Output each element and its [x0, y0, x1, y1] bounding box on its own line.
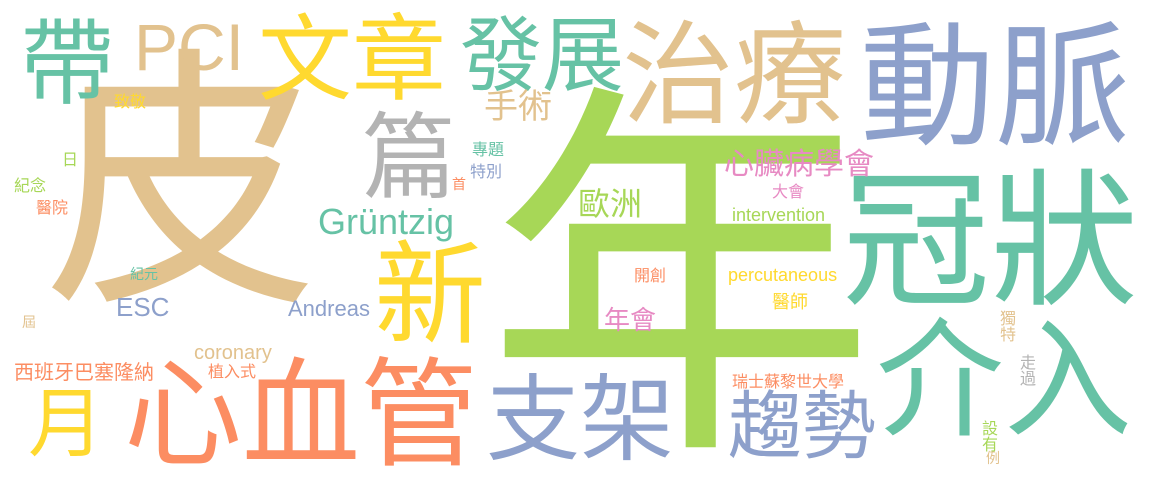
word-guanzhuang: 冠狀 [842, 156, 1138, 328]
word-dai: 帶 [20, 10, 115, 119]
word-pian: 篇 [362, 104, 457, 213]
word-yishi: 醫師 [772, 292, 808, 313]
word-zhiliao: 治療 [622, 11, 846, 141]
word-li: 例 [986, 451, 1000, 467]
word-xinzangbingxuehui: 心臟病學會 [724, 147, 874, 182]
word-zhijing: 致敬 [114, 92, 147, 111]
word-shou: 首 [452, 177, 466, 193]
word-jinian: 紀念 [14, 176, 47, 195]
word-gruntzig: Grüntzig [318, 201, 455, 242]
word-jiyuan: 紀元 [130, 267, 158, 283]
word-fazhan: 發展 [460, 9, 625, 104]
word-ri: 日 [62, 150, 79, 169]
word-tebie: 特別 [470, 162, 503, 181]
word-ouzhou: 歐洲 [578, 185, 643, 223]
word-yiyuan: 醫院 [36, 198, 69, 217]
word-xin: 新 [374, 231, 486, 361]
word-dahui: 大會 [772, 182, 805, 201]
word-zouguo: 走過 [1017, 354, 1036, 386]
word-zhuanti: 專題 [472, 140, 505, 159]
word-ruishi: 瑞士蘇黎世大學 [732, 372, 845, 391]
word-dongmai: 動脈 [860, 9, 1130, 166]
word-xibanya: 西班牙巴塞隆納 [14, 360, 154, 384]
word-percutaneous: percutaneous [728, 265, 838, 285]
word-esc: ESC [116, 292, 170, 322]
word-andreas: Andreas [288, 296, 370, 321]
word-intervention: intervention [732, 205, 826, 225]
word-zhijia: 支架 [486, 366, 675, 475]
word-wenzhang: 文章 [258, 6, 447, 115]
word-jieru: 介入 [876, 307, 1133, 456]
word-jie: 屆 [22, 315, 36, 331]
word-coronary: coronary [194, 342, 272, 364]
word-zhirushi: 植入式 [208, 362, 257, 381]
word-qushi: 趨勢 [728, 384, 876, 470]
word-pci: PCI [134, 10, 245, 84]
word-nianhui: 年會 [604, 306, 657, 336]
word-sheyou: 設有 [979, 420, 998, 452]
word-shoushu: 手術 [484, 87, 552, 127]
word-nian: 年 [486, 54, 876, 482]
word-pi: 皮 [44, 25, 319, 345]
word-xinxueguan: 心血管 [124, 346, 479, 482]
word-kaichuang: 開創 [634, 266, 667, 285]
word-dute: 獨特 [997, 310, 1016, 342]
word-yue: 月 [28, 379, 104, 468]
